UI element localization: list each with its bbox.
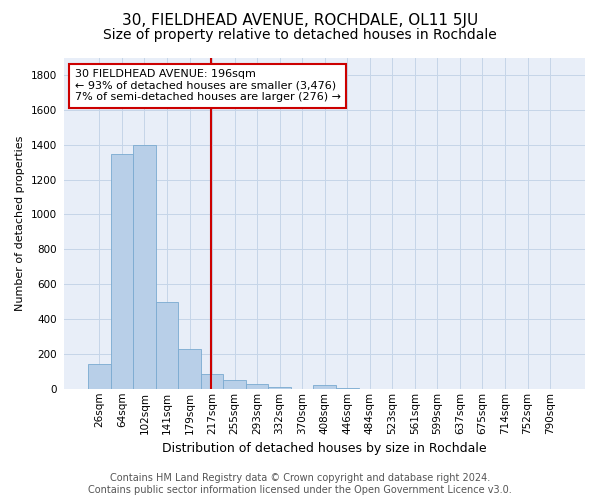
Text: Size of property relative to detached houses in Rochdale: Size of property relative to detached ho… [103, 28, 497, 42]
Bar [110, 154, 133, 389]
Bar [88, 364, 110, 389]
X-axis label: Distribution of detached houses by size in Rochdale: Distribution of detached houses by size … [163, 442, 487, 455]
Text: 30, FIELDHEAD AVENUE, ROCHDALE, OL11 5JU: 30, FIELDHEAD AVENUE, ROCHDALE, OL11 5JU [122, 12, 478, 28]
Text: Contains HM Land Registry data © Crown copyright and database right 2024.
Contai: Contains HM Land Registry data © Crown c… [88, 474, 512, 495]
Bar [156, 302, 178, 389]
Bar [313, 386, 336, 389]
Bar [201, 374, 223, 389]
Y-axis label: Number of detached properties: Number of detached properties [15, 136, 25, 311]
Bar [336, 388, 359, 389]
Bar [223, 380, 246, 389]
Bar [268, 387, 291, 389]
Bar [246, 384, 268, 389]
Text: 30 FIELDHEAD AVENUE: 196sqm
← 93% of detached houses are smaller (3,476)
7% of s: 30 FIELDHEAD AVENUE: 196sqm ← 93% of det… [75, 69, 341, 102]
Bar [133, 144, 156, 389]
Bar [178, 348, 201, 389]
